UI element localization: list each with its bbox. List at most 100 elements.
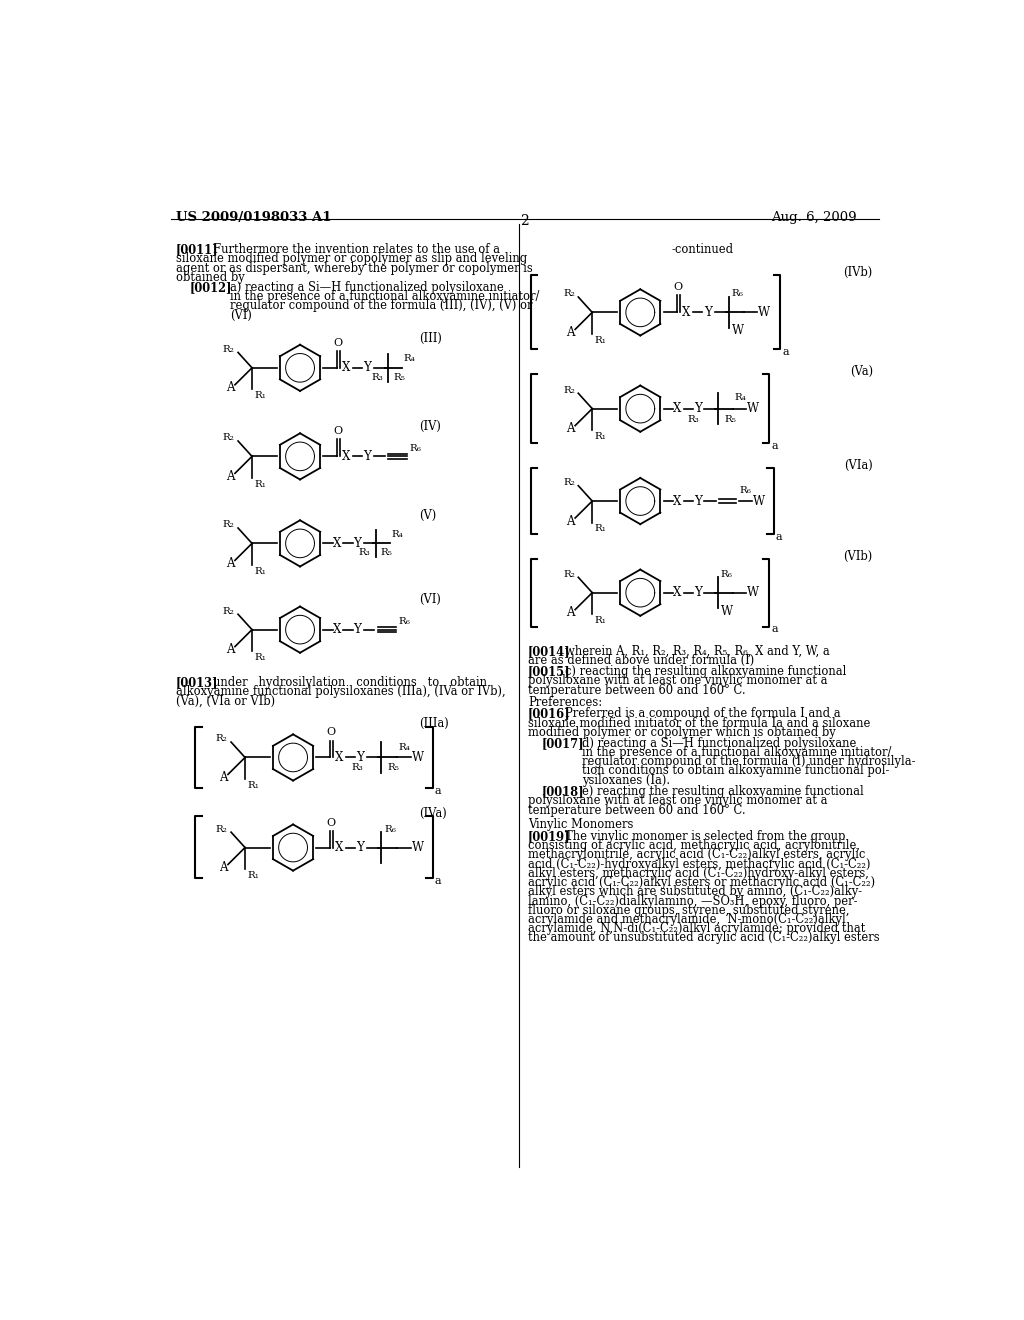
Text: R₄: R₄ bbox=[403, 354, 416, 363]
Text: R₁: R₁ bbox=[254, 391, 266, 400]
Text: Preferred is a compound of the formula I and a: Preferred is a compound of the formula I… bbox=[565, 708, 841, 721]
Text: A: A bbox=[226, 381, 234, 395]
Text: R₃: R₃ bbox=[687, 414, 699, 424]
Text: W: W bbox=[721, 605, 733, 618]
Text: Y: Y bbox=[356, 751, 365, 764]
Text: wherein A, R₁, R₂, R₃, R₄, R₅, R₆, X and Y, W, a: wherein A, R₁, R₂, R₃, R₄, R₅, R₆, X and… bbox=[565, 645, 829, 659]
Text: X: X bbox=[333, 623, 341, 636]
Text: fluoro or siloxane groups, styrene, substituted styrene,: fluoro or siloxane groups, styrene, subs… bbox=[528, 904, 849, 917]
Text: W: W bbox=[748, 586, 760, 599]
Text: [0019]: [0019] bbox=[528, 830, 570, 843]
Text: X: X bbox=[674, 495, 682, 508]
Text: R₁: R₁ bbox=[595, 335, 606, 345]
Text: R₅: R₅ bbox=[724, 414, 736, 424]
Text: R₂: R₂ bbox=[216, 825, 227, 833]
Text: acrylamide, N,N-di(C₁-C₂₂)alkyl acrylamide; provided that: acrylamide, N,N-di(C₁-C₂₂)alkyl acrylami… bbox=[528, 923, 865, 936]
Text: [0018]: [0018] bbox=[542, 785, 585, 799]
Text: R₁: R₁ bbox=[248, 780, 259, 789]
Text: X: X bbox=[674, 586, 682, 599]
Text: R₅: R₅ bbox=[393, 372, 404, 381]
Text: -continued: -continued bbox=[672, 243, 734, 256]
Text: W: W bbox=[413, 841, 425, 854]
Text: a: a bbox=[782, 347, 788, 356]
Text: [0016]: [0016] bbox=[528, 708, 570, 721]
Text: R₆: R₆ bbox=[739, 486, 752, 495]
Text: alkyl esters which are substituted by amino, (C₁-C₂₂)alky-: alkyl esters which are substituted by am… bbox=[528, 886, 862, 899]
Text: siloxane modified polymer or copolymer as slip and leveling: siloxane modified polymer or copolymer a… bbox=[176, 252, 527, 265]
Text: Y: Y bbox=[364, 362, 372, 375]
Text: R₆: R₆ bbox=[410, 445, 421, 453]
Text: [0017]: [0017] bbox=[542, 737, 585, 750]
Text: A: A bbox=[219, 771, 227, 784]
Text: lamino, (C₁-C₂₂)dialkylamino, —SO₃H, epoxy, fluoro, per-: lamino, (C₁-C₂₂)dialkylamino, —SO₃H, epo… bbox=[528, 895, 857, 908]
Text: are as defined above under formula (I): are as defined above under formula (I) bbox=[528, 655, 754, 668]
Text: Vinylic Monomers: Vinylic Monomers bbox=[528, 817, 633, 830]
Text: (VI): (VI) bbox=[230, 309, 252, 322]
Text: temperature between 60 and 160° C.: temperature between 60 and 160° C. bbox=[528, 804, 745, 817]
Text: under   hydrosilylation   conditions   to   obtain: under hydrosilylation conditions to obta… bbox=[213, 676, 487, 689]
Text: A: A bbox=[219, 861, 227, 874]
Text: R₆: R₆ bbox=[398, 618, 411, 627]
Text: Y: Y bbox=[693, 495, 701, 508]
Text: O: O bbox=[334, 426, 343, 437]
Text: X: X bbox=[333, 537, 341, 550]
Text: R₅: R₅ bbox=[381, 548, 392, 557]
Text: a: a bbox=[435, 876, 441, 886]
Text: in the presence of a functional alkoxyamine initiator/: in the presence of a functional alkoxyam… bbox=[230, 290, 540, 304]
Text: (VIb): (VIb) bbox=[844, 549, 872, 562]
Text: X: X bbox=[342, 450, 350, 463]
Text: R₁: R₁ bbox=[248, 871, 259, 879]
Text: regulator compound of the formula (III), (IV), (V) or: regulator compound of the formula (III),… bbox=[230, 300, 532, 313]
Text: temperature between 60 and 160° C.: temperature between 60 and 160° C. bbox=[528, 684, 745, 697]
Text: R₁: R₁ bbox=[254, 653, 266, 661]
Text: acrylamide and methacrylamide,  N-mono(C₁-C₂₂)alkyl: acrylamide and methacrylamide, N-mono(C₁… bbox=[528, 913, 846, 927]
Text: Furthermore the invention relates to the use of a: Furthermore the invention relates to the… bbox=[213, 243, 501, 256]
Text: ysiloxanes (Ia).: ysiloxanes (Ia). bbox=[583, 774, 671, 787]
Text: W: W bbox=[748, 403, 760, 416]
Text: alkoxyamine functional polysiloxanes (IIIa), (IVa or IVb),: alkoxyamine functional polysiloxanes (II… bbox=[176, 685, 506, 698]
Text: R₁: R₁ bbox=[254, 566, 266, 576]
Text: R₄: R₄ bbox=[735, 393, 746, 403]
Text: R₂: R₂ bbox=[223, 345, 234, 354]
Text: The vinylic monomer is selected from the group: The vinylic monomer is selected from the… bbox=[565, 830, 846, 843]
Text: R₂: R₂ bbox=[563, 385, 574, 395]
Text: US 2009/0198033 A1: US 2009/0198033 A1 bbox=[176, 211, 332, 224]
Text: (IIIa): (IIIa) bbox=[419, 718, 449, 730]
Text: siloxane modified initiator of the formula Ia and a siloxane: siloxane modified initiator of the formu… bbox=[528, 717, 870, 730]
Text: R₂: R₂ bbox=[223, 520, 234, 529]
Text: alkyl esters, methacrylic acid (C₁-C₂₂)hydroxy-alkyl esters,: alkyl esters, methacrylic acid (C₁-C₂₂)h… bbox=[528, 867, 868, 880]
Text: A: A bbox=[566, 422, 574, 436]
Text: R₄: R₄ bbox=[398, 743, 411, 752]
Text: [0011]: [0011] bbox=[176, 243, 219, 256]
Text: a: a bbox=[435, 785, 441, 796]
Text: O: O bbox=[327, 727, 336, 738]
Text: Y: Y bbox=[356, 841, 365, 854]
Text: W: W bbox=[758, 306, 770, 319]
Text: R₂: R₂ bbox=[563, 478, 574, 487]
Text: a: a bbox=[776, 532, 782, 541]
Text: A: A bbox=[226, 470, 234, 483]
Text: R₂: R₂ bbox=[216, 734, 227, 743]
Text: consisting of acrylic acid, methacrylic acid, acrylonitrile,: consisting of acrylic acid, methacrylic … bbox=[528, 840, 860, 853]
Text: O: O bbox=[327, 817, 336, 828]
Text: c) reacting the resulting alkoxyamine functional: c) reacting the resulting alkoxyamine fu… bbox=[565, 665, 847, 678]
Text: A: A bbox=[566, 606, 574, 619]
Text: regulator compound of the formula (I) under hydrosilyla-: regulator compound of the formula (I) un… bbox=[583, 755, 915, 768]
Text: 2: 2 bbox=[520, 214, 529, 228]
Text: R₃: R₃ bbox=[372, 372, 383, 381]
Text: the amount of unsubstituted acrylic acid (C₁-C₂₂)alkyl esters: the amount of unsubstituted acrylic acid… bbox=[528, 932, 880, 945]
Text: a) reacting a Si—H functionalized polysiloxane: a) reacting a Si—H functionalized polysi… bbox=[230, 281, 504, 294]
Text: A: A bbox=[566, 326, 574, 339]
Text: R₃: R₃ bbox=[351, 763, 362, 772]
Text: X: X bbox=[674, 403, 682, 416]
Text: d) reacting a Si—H functionalized polysiloxane: d) reacting a Si—H functionalized polysi… bbox=[583, 737, 856, 750]
Text: tion conditions to obtain alkoxyamine functional pol-: tion conditions to obtain alkoxyamine fu… bbox=[583, 764, 890, 777]
Text: Y: Y bbox=[353, 623, 361, 636]
Text: (III): (III) bbox=[419, 331, 441, 345]
Text: [0013]: [0013] bbox=[176, 676, 218, 689]
Text: A: A bbox=[226, 643, 234, 656]
Text: in the presence of a functional alkoxyamine initiator/: in the presence of a functional alkoxyam… bbox=[583, 746, 892, 759]
Text: (IVa): (IVa) bbox=[419, 807, 446, 820]
Text: X: X bbox=[335, 841, 343, 854]
Text: R₆: R₆ bbox=[385, 825, 396, 833]
